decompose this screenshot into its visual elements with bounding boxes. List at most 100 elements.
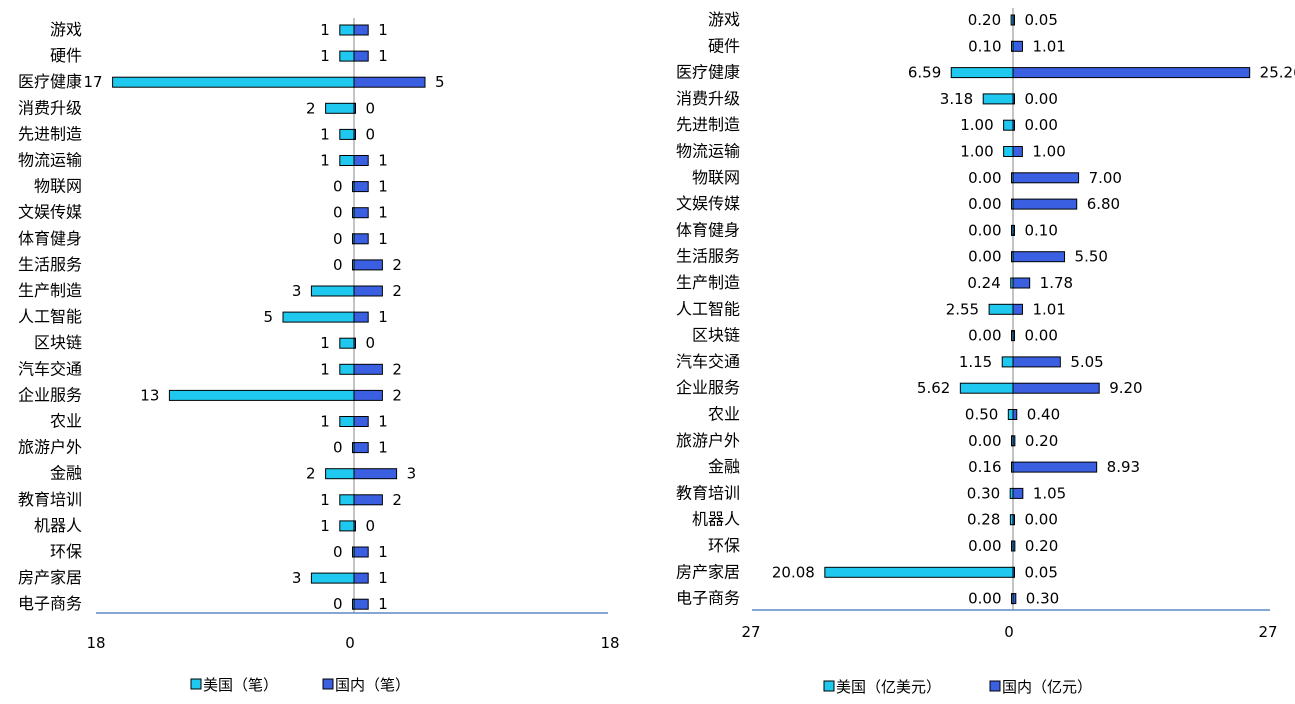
chart2-category-label: 环保 bbox=[708, 536, 740, 555]
chart2-category-label: 机器人 bbox=[692, 510, 740, 529]
chart2-value-label-cn: 9.20 bbox=[1109, 379, 1142, 397]
chart2-bar-cn bbox=[1012, 435, 1016, 447]
chart1-value-label-us: 1 bbox=[320, 517, 330, 535]
chart2-category-label: 生产制造 bbox=[676, 273, 740, 292]
chart2-value-label-cn: 0.05 bbox=[1025, 11, 1058, 29]
chart2-bar-cn bbox=[1012, 382, 1100, 394]
chart1-category-label: 金融 bbox=[50, 464, 82, 483]
chart2-value-label-cn: 5.05 bbox=[1070, 353, 1103, 371]
chart1-category-label: 人工智能 bbox=[18, 307, 82, 326]
chart1-value-label-us: 1 bbox=[320, 334, 330, 352]
chart1-category-label: 农业 bbox=[50, 412, 82, 431]
chart1-category-label: 电子商务 bbox=[18, 594, 82, 613]
chart2-value-label-cn: 0.00 bbox=[1025, 116, 1058, 134]
chart1-bar-us bbox=[325, 468, 355, 480]
chart1-bar-cn bbox=[353, 416, 369, 427]
chart2-value-label-cn: 7.00 bbox=[1089, 169, 1122, 187]
chart2-value-label-cn: 0.10 bbox=[1025, 221, 1058, 239]
chart2-bar-us bbox=[1001, 356, 1014, 368]
chart2-category-label: 体育健身 bbox=[676, 220, 740, 239]
chart1-bar-cn bbox=[353, 572, 369, 584]
chart1-bar-cn bbox=[353, 468, 398, 480]
chart2-bar-cn bbox=[1012, 14, 1015, 26]
chart1-bar-cn bbox=[353, 363, 383, 375]
chart1-value-label-cn: 1 bbox=[378, 230, 388, 248]
chart1-bar-us bbox=[339, 494, 355, 506]
chart1-value-label-cn: 2 bbox=[392, 491, 402, 509]
chart2-bar-cn bbox=[1012, 566, 1015, 578]
chart1-value-label-us: 2 bbox=[306, 465, 316, 483]
chart2-bar-cn bbox=[1012, 119, 1015, 131]
chart1-bar-cn bbox=[353, 155, 369, 166]
chart2-value-label-us: 1.15 bbox=[959, 353, 992, 371]
chart2-bar-cn bbox=[1012, 330, 1015, 342]
chart1-category-label: 区块链 bbox=[34, 333, 82, 352]
chart1-category-label: 体育健身 bbox=[18, 229, 82, 248]
chart1-category-label: 汽车交通 bbox=[18, 359, 82, 378]
chart2-category-label: 旅游户外 bbox=[676, 431, 740, 450]
chart2-category-label: 医疗健康 bbox=[676, 63, 740, 82]
chart1-bar-cn bbox=[353, 389, 383, 401]
chart2-category-label: 物联网 bbox=[692, 168, 740, 187]
chart2-category-label: 消费升级 bbox=[676, 89, 740, 108]
chart2-bar-cn bbox=[1012, 487, 1024, 499]
chart1-category-label: 教育培训 bbox=[18, 490, 82, 509]
chart1-value-label-cn: 2 bbox=[392, 256, 402, 274]
chart2-bar-us bbox=[988, 303, 1014, 315]
chart2-bar-cn bbox=[1012, 93, 1015, 105]
chart1-bar-cn bbox=[353, 233, 369, 245]
chart2-category-label: 先进制造 bbox=[676, 115, 740, 134]
chart2-value-label-cn: 0.00 bbox=[1025, 90, 1058, 108]
chart1-category-label: 文娱传媒 bbox=[18, 203, 82, 222]
chart1-legend-label-us: 美国（笔） bbox=[203, 676, 278, 694]
chart2-value-label-us: 0.00 bbox=[968, 169, 1001, 187]
chart2-bar-cn bbox=[1012, 251, 1066, 263]
chart2-value-label-cn: 0.40 bbox=[1027, 406, 1060, 424]
chart1-value-label-us: 1 bbox=[320, 21, 330, 39]
chart2-value-label-us: 0.10 bbox=[968, 37, 1001, 55]
chart1-bar-cn bbox=[353, 24, 369, 36]
chart2-value-label-cn: 0.20 bbox=[1025, 432, 1058, 450]
chart1-bar-us bbox=[339, 416, 355, 427]
chart1-value-label-cn: 1 bbox=[378, 569, 388, 587]
chart2-category-label: 房产家居 bbox=[676, 562, 740, 581]
chart2-bar-cn bbox=[1012, 67, 1251, 79]
chart2-bar-cn bbox=[1012, 198, 1078, 210]
chart2-bar-us bbox=[1003, 146, 1014, 157]
chart1-value-label-cn: 1 bbox=[378, 152, 388, 170]
chart1-value-label-us: 1 bbox=[320, 491, 330, 509]
chart1-value-label-us: 3 bbox=[292, 569, 302, 587]
chart1-legend-swatch-cn bbox=[322, 678, 334, 690]
chart1-category-label: 硬件 bbox=[50, 46, 82, 65]
chart2-value-label-cn: 0.00 bbox=[1025, 327, 1058, 345]
chart2-value-label-us: 1.00 bbox=[960, 116, 993, 134]
chart1-bar-us bbox=[339, 363, 355, 375]
chart1-bar-us bbox=[339, 128, 355, 140]
chart1-bar-us bbox=[339, 24, 355, 36]
chart2-value-label-us: 5.62 bbox=[917, 379, 950, 397]
chart1-value-label-cn: 0 bbox=[366, 517, 376, 535]
chart2-value-label-us: 1.00 bbox=[960, 143, 993, 161]
chart2-category-label: 教育培训 bbox=[676, 483, 740, 502]
chart1-bar-cn bbox=[353, 181, 369, 193]
chart1-bar-cn bbox=[353, 102, 356, 114]
chart1-x-tick-label: 0 bbox=[345, 634, 355, 652]
chart2-value-label-cn: 6.80 bbox=[1087, 195, 1120, 213]
chart2-legend-swatch-us bbox=[823, 680, 835, 692]
chart2-category-label: 电子商务 bbox=[676, 589, 740, 608]
chart2-value-label-cn: 1.05 bbox=[1033, 484, 1066, 502]
chart1-value-label-cn: 1 bbox=[378, 308, 388, 326]
chart2-value-label-us: 0.24 bbox=[967, 274, 1000, 292]
chart1-bar-cn bbox=[353, 285, 383, 297]
chart1-value-label-us: 1 bbox=[320, 47, 330, 65]
chart1-bar-cn bbox=[353, 76, 426, 88]
chart1-value-label-us: 0 bbox=[333, 230, 343, 248]
chart2-value-label-us: 0.20 bbox=[968, 11, 1001, 29]
chart2-bar-cn bbox=[1012, 593, 1017, 605]
chart2-value-label-us: 0.00 bbox=[968, 195, 1001, 213]
chart1-bar-us bbox=[310, 285, 355, 297]
chart2-x-tick-label: 27 bbox=[741, 623, 760, 641]
chart2-bar-us bbox=[982, 93, 1014, 105]
chart1-value-label-cn: 0 bbox=[366, 334, 376, 352]
chart1-value-label-us: 13 bbox=[140, 386, 159, 404]
